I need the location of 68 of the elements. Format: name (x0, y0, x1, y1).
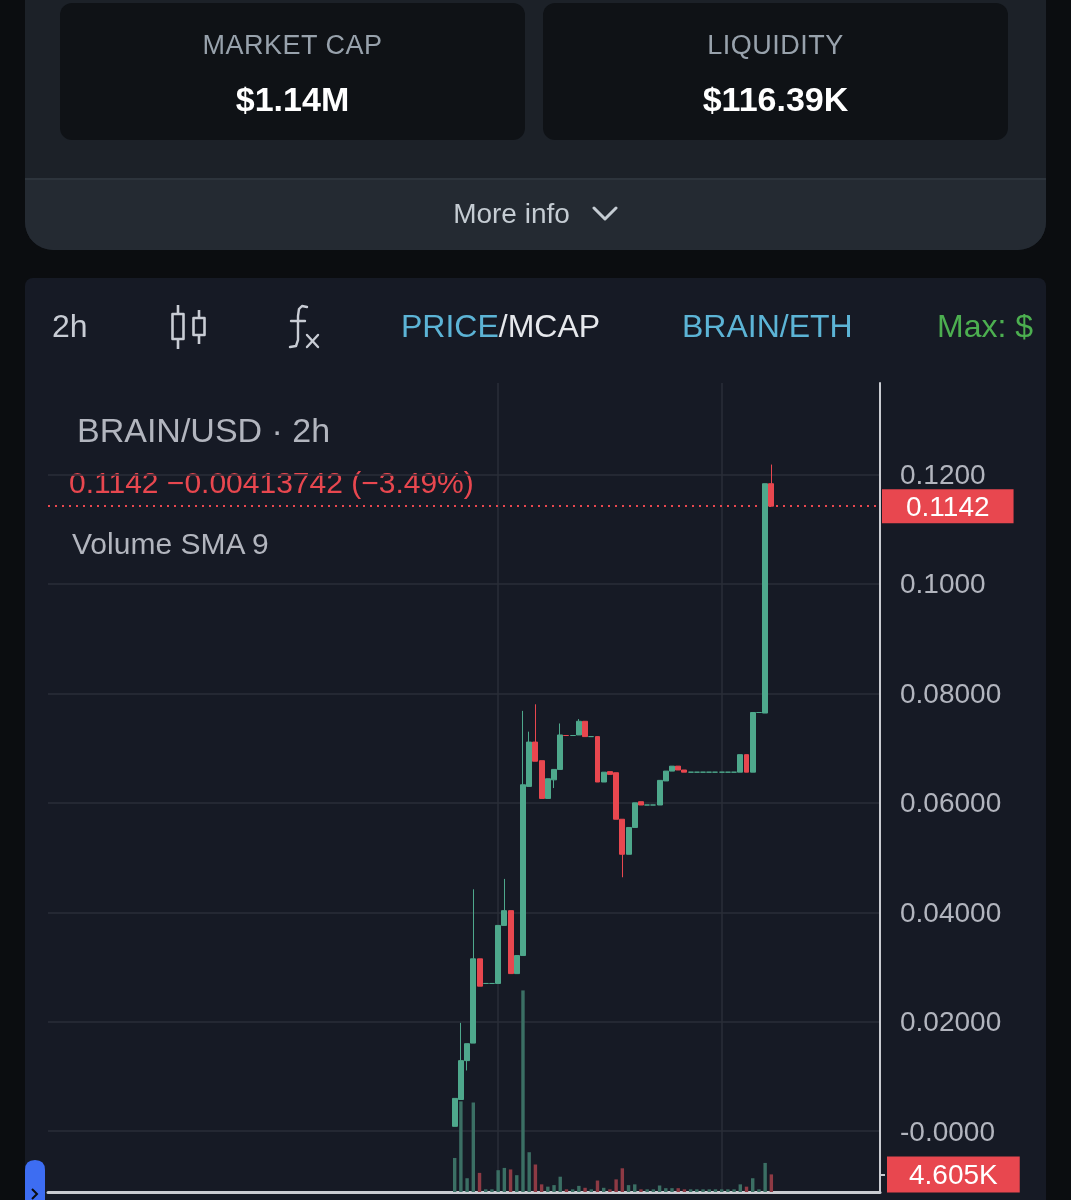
text: More info (453, 197, 570, 231)
y-tick-label: 0.04000 (900, 896, 1002, 928)
bar (633, 1184, 637, 1192)
bar (738, 1184, 743, 1192)
candlestick (582, 720, 588, 738)
candlestick (744, 754, 749, 773)
bar (465, 1178, 469, 1192)
bar (527, 1152, 531, 1192)
candlestick (768, 464, 774, 507)
annotation: 0.1142 −0.00413742 (−3.49%) (69, 465, 474, 499)
bar (657, 1185, 662, 1192)
bar (564, 1189, 569, 1192)
candlestick (638, 801, 644, 806)
annotation: Volume SMA 9 (72, 526, 269, 560)
bar (757, 1189, 761, 1192)
bar (645, 1189, 649, 1192)
bar (713, 1189, 718, 1192)
bar (719, 1189, 724, 1192)
bar (701, 1189, 705, 1192)
bar (484, 1189, 488, 1192)
bar (459, 1101, 463, 1192)
bar (608, 1189, 612, 1192)
bar (670, 1188, 674, 1192)
text: PRICE/MCAP (401, 308, 601, 344)
bar (508, 1169, 513, 1192)
bar (521, 990, 525, 1192)
bar (763, 1162, 767, 1192)
y-tick-label: 0.02000 (900, 1006, 1002, 1038)
y-tick-label: 0.06000 (900, 787, 1002, 819)
text: $116.39K (702, 79, 849, 120)
text: LIQUIDITY (707, 29, 844, 62)
text: BRAIN/ETH (682, 307, 853, 346)
bar (769, 1174, 774, 1192)
ref-line-label: 0.1142 (906, 490, 990, 522)
bar (732, 1189, 736, 1192)
text: BRAIN/USD · 2h (77, 411, 331, 449)
bar (676, 1188, 680, 1192)
text: $1.14M (235, 79, 350, 120)
y2-tick-label: 4.605K (909, 1158, 999, 1190)
bar (589, 1189, 593, 1192)
bar (695, 1189, 699, 1192)
bar (639, 1189, 643, 1192)
candlestick (508, 910, 514, 975)
bar (707, 1189, 711, 1192)
bar (726, 1189, 730, 1192)
text: 2h (52, 307, 88, 346)
bar (539, 1184, 544, 1192)
bar (490, 1189, 494, 1192)
bar (614, 1179, 618, 1192)
y-tick-label: 0.1200 (900, 458, 986, 490)
candlestick (595, 736, 600, 783)
y-tick-label: 0.1000 (900, 568, 986, 600)
y-tick-label: 0.08000 (900, 677, 1002, 709)
text: MARKET CAP (202, 29, 383, 62)
bar (682, 1189, 687, 1192)
y-tick-label: -0.0000 (900, 1115, 995, 1147)
bar (583, 1187, 587, 1192)
text: Max: $ (937, 307, 1034, 346)
bar (651, 1189, 656, 1192)
bar (664, 1188, 668, 1192)
bar (577, 1185, 581, 1192)
candlestick (477, 958, 483, 987)
bar (552, 1185, 556, 1192)
bar (570, 1189, 575, 1192)
candlestick (601, 771, 607, 783)
bar (688, 1189, 693, 1192)
bar (546, 1186, 550, 1192)
bar (496, 1170, 500, 1192)
